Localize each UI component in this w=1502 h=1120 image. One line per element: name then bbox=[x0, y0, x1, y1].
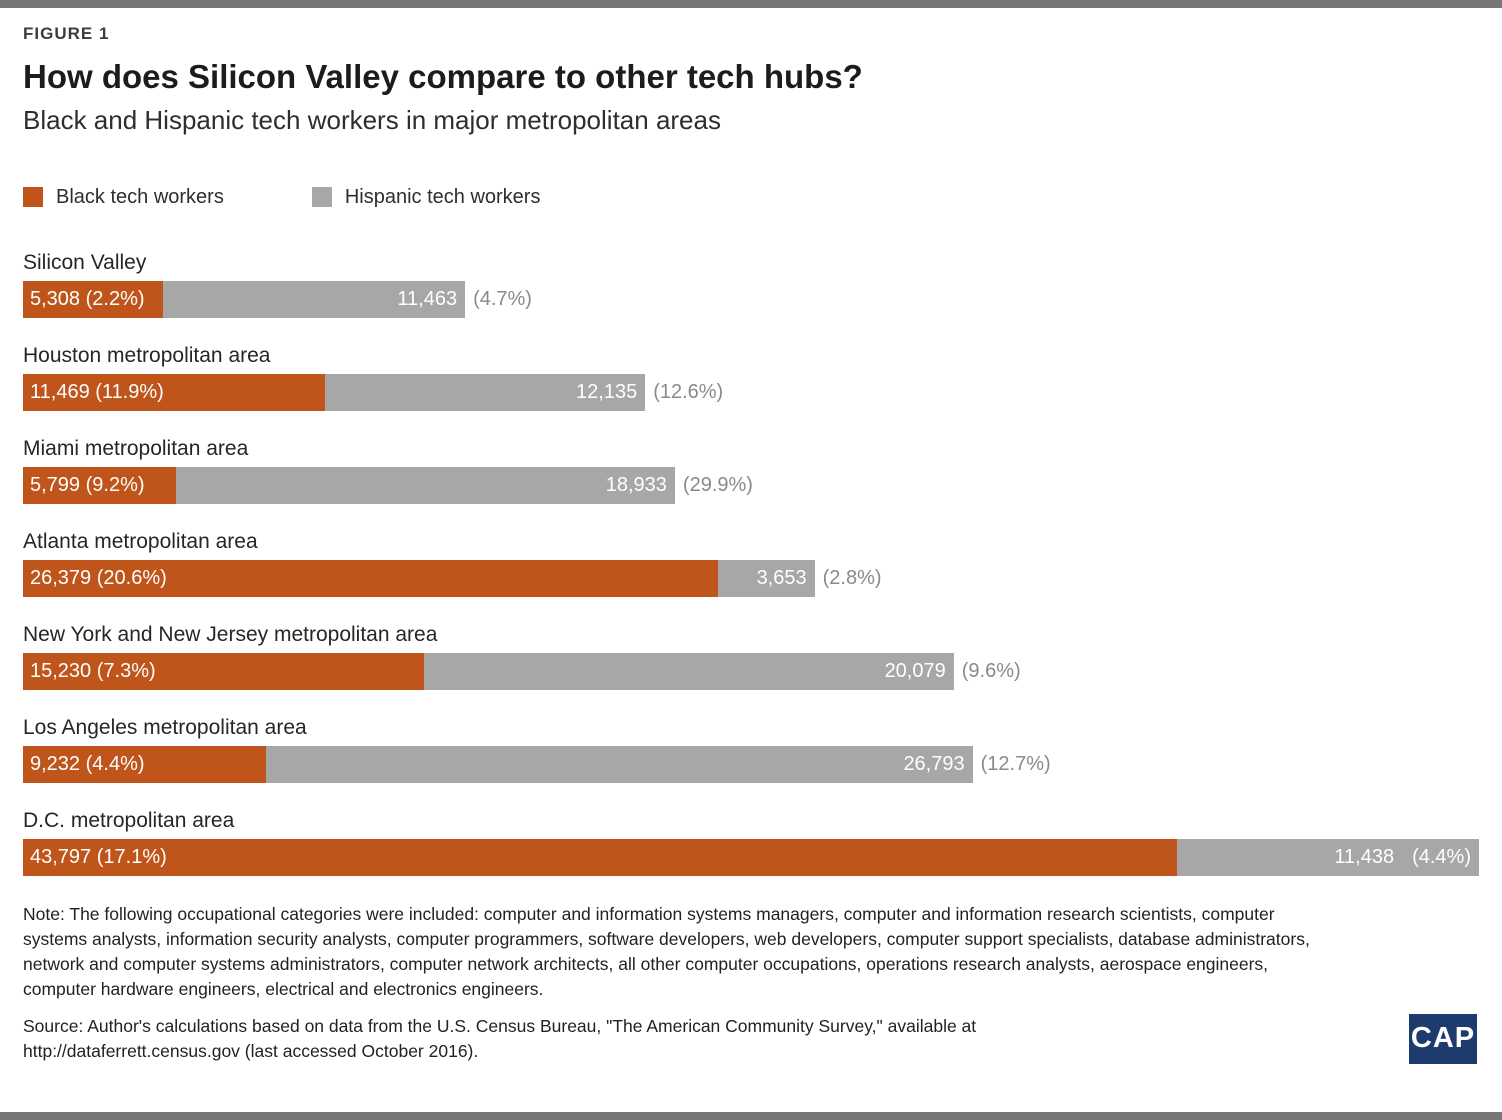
hispanic-bar-segment: 11,438 (4.4%) bbox=[1177, 839, 1479, 877]
bar-track: 11,469 (11.9%) 12,135 (12.6%) bbox=[23, 374, 1479, 412]
hispanic-pct-label: (12.6%) bbox=[653, 381, 724, 404]
bar-track: 43,797 (17.1%) 11,438 (4.4%) bbox=[23, 839, 1479, 877]
page-subtitle: Black and Hispanic tech workers in major… bbox=[23, 104, 721, 135]
top-rule bbox=[0, 0, 1502, 8]
hispanic-value-label: 3,653 bbox=[756, 567, 807, 590]
area-label: Houston metropolitan area bbox=[23, 343, 271, 367]
source-row: Source: Author's calculations based on d… bbox=[23, 1013, 1479, 1064]
hispanic-pct-label: (29.9%) bbox=[682, 474, 753, 497]
chart-legend: Black tech workers Hispanic tech workers bbox=[23, 186, 1479, 209]
bar-rows: Silicon Valley 5,308 (2.2%) 11,463 (4.7%) Ho… bbox=[23, 251, 1479, 877]
black-bar-segment: 15,230 (7.3%) bbox=[23, 653, 425, 691]
bar-row: Los Angeles metropolitan area 9,232 (4.4%… bbox=[23, 716, 1479, 784]
hispanic-pct-label: (2.8%) bbox=[822, 567, 882, 590]
black-bar-segment: 26,379 (20.6%) bbox=[23, 560, 719, 598]
bar-track: 9,232 (4.4%) 26,793 (12.7%) bbox=[23, 746, 1479, 784]
hispanic-bar-segment: 11,463 bbox=[162, 280, 466, 318]
figure-content: FIGURE 1 How does Silicon Valley compare… bbox=[23, 24, 1479, 1064]
black-workers-swatch-icon bbox=[23, 187, 43, 208]
hispanic-pct-label: (4.4%) bbox=[1412, 846, 1471, 869]
bar-track: 15,230 (7.3%) 20,079 (9.6%) bbox=[23, 653, 1479, 691]
area-label: Silicon Valley bbox=[23, 250, 147, 274]
bar-row: D.C. metropolitan area 43,797 (17.1%) 11,4… bbox=[23, 809, 1479, 877]
hispanic-bar-segment: 18,933 bbox=[175, 467, 675, 505]
black-value-label: 26,379 (20.6%) bbox=[30, 567, 167, 590]
bar-track: 5,799 (9.2%) 18,933 (29.9%) bbox=[23, 467, 1479, 505]
bottom-rule bbox=[0, 1112, 1502, 1120]
bar-row: Silicon Valley 5,308 (2.2%) 11,463 (4.7%) bbox=[23, 251, 1479, 318]
black-bar-segment: 5,799 (9.2%) bbox=[23, 467, 176, 505]
bar-track: 5,308 (2.2%) 11,463 (4.7%) bbox=[23, 280, 1479, 318]
hispanic-bar-segment: 12,135 bbox=[325, 374, 646, 412]
hispanic-workers-swatch-icon bbox=[311, 187, 332, 208]
source-text: Source: Author's calculations based on d… bbox=[23, 1015, 977, 1061]
area-label: Los Angeles metropolitan area bbox=[23, 716, 307, 740]
hispanic-bar-segment: 3,653 bbox=[718, 560, 815, 598]
hispanic-value-label: 18,933 bbox=[605, 474, 667, 497]
hispanic-value-label: 12,135 bbox=[576, 381, 638, 404]
hispanic-value-label: 11,438 bbox=[1334, 846, 1395, 869]
figure-label: FIGURE 1 bbox=[23, 24, 110, 43]
note-text: Note: The following occupational categor… bbox=[23, 904, 1310, 1000]
hispanic-pct-label: (4.7%) bbox=[473, 287, 532, 310]
hispanic-value-label: 11,463 bbox=[397, 287, 458, 310]
bar-row: New York and New Jersey metropolitan are… bbox=[23, 623, 1479, 691]
black-bar-segment: 9,232 (4.4%) bbox=[23, 746, 267, 784]
black-bar-segment: 5,308 (2.2%) bbox=[23, 280, 163, 318]
area-label: D.C. metropolitan area bbox=[23, 809, 235, 833]
hispanic-bar-segment: 26,793 bbox=[266, 746, 973, 784]
bar-track: 26,379 (20.6%) 3,653 (2.8%) bbox=[23, 560, 1479, 598]
legend-label: Black tech workers bbox=[56, 185, 224, 208]
hispanic-pct-label: (12.7%) bbox=[980, 753, 1051, 776]
black-bar-segment: 11,469 (11.9%) bbox=[23, 374, 326, 412]
bar-row: Miami metropolitan area 5,799 (9.2%) 18,93… bbox=[23, 437, 1479, 505]
hispanic-bar-segment: 20,079 bbox=[424, 653, 954, 691]
black-value-label: 9,232 (4.4%) bbox=[30, 753, 145, 776]
black-value-label: 11,469 (11.9%) bbox=[30, 381, 164, 404]
cap-logo: CAP bbox=[1409, 1013, 1477, 1064]
bar-row: Houston metropolitan area 11,469 (11.9%) 1… bbox=[23, 343, 1479, 412]
black-value-label: 43,797 (17.1%) bbox=[30, 846, 167, 869]
black-value-label: 15,230 (7.3%) bbox=[30, 660, 156, 683]
black-value-label: 5,799 (9.2%) bbox=[30, 474, 145, 497]
legend-item-black-workers: Black tech workers bbox=[23, 186, 224, 209]
hispanic-value-label: 20,079 bbox=[884, 660, 946, 683]
hispanic-pct-label: (9.6%) bbox=[961, 660, 1021, 683]
area-label: Miami metropolitan area bbox=[23, 437, 249, 461]
black-value-label: 5,308 (2.2%) bbox=[30, 287, 145, 310]
black-bar-segment: 43,797 (17.1%) bbox=[23, 839, 1178, 877]
legend-item-hispanic-workers: Hispanic tech workers bbox=[311, 185, 541, 209]
area-label: New York and New Jersey metropolitan are… bbox=[23, 623, 438, 647]
legend-label: Hispanic tech workers bbox=[344, 185, 541, 208]
bar-row: Atlanta metropolitan area 26,379 (20.6%) 3… bbox=[23, 530, 1479, 598]
area-label: Atlanta metropolitan area bbox=[23, 530, 258, 554]
hispanic-value-label: 26,793 bbox=[903, 753, 965, 776]
page-title: How does Silicon Valley compare to other… bbox=[23, 58, 863, 95]
